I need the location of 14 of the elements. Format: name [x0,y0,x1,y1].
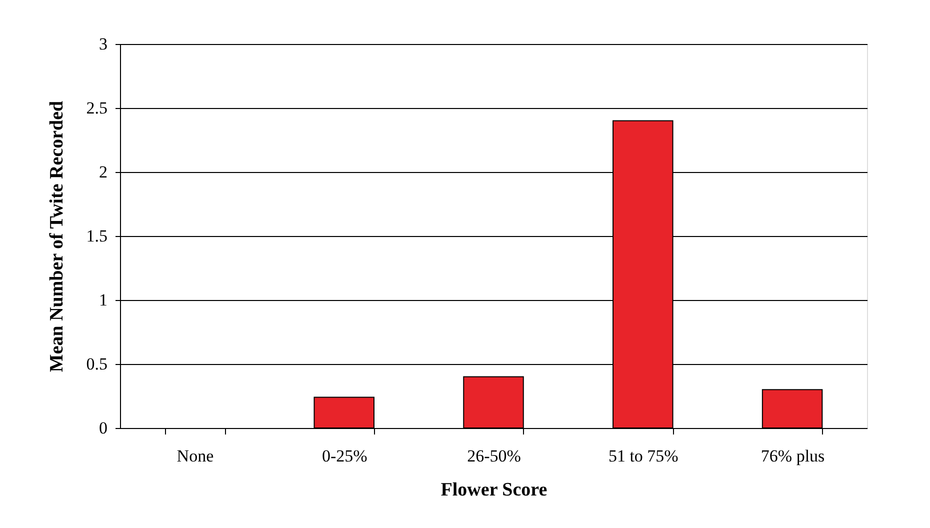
y-tick-label: 1.5 [86,226,108,246]
y-tick-label: 0.5 [86,354,108,374]
y-tick-label: 0 [99,418,108,438]
x-tick-label: 26-50% [467,446,521,466]
y-tick-label: 3 [99,34,108,54]
y-tick-label: 2.5 [86,98,108,118]
y-axis-title: Mean Number of Twite Recorded [46,100,68,372]
y-tick-label: 1 [99,290,108,310]
x-tick-label: 0-25% [322,446,368,466]
x-tick-label: 76% plus [760,446,825,466]
x-axis-title: Flower Score [440,480,548,500]
x-tick-label: None [176,446,214,466]
y-tick-label: 2 [99,162,108,182]
x-tick-label: 51 to 75% [608,446,678,466]
